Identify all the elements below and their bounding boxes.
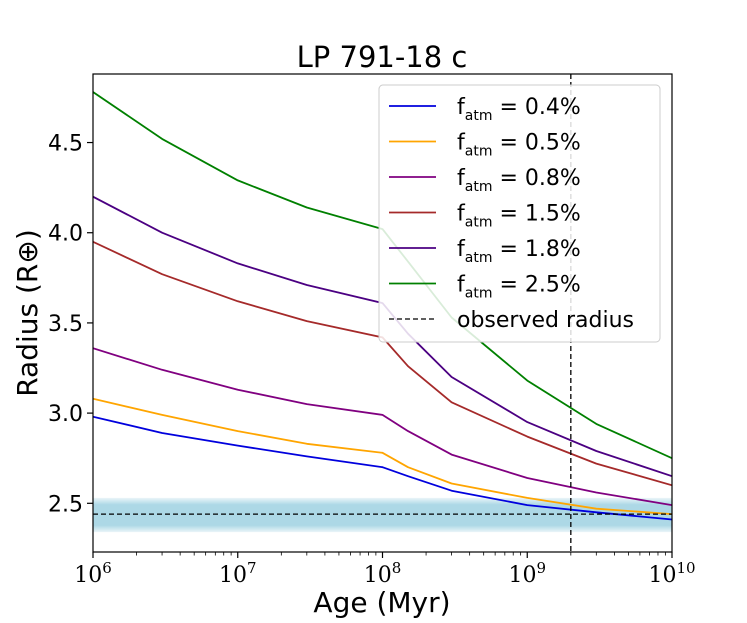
chart-title: LP 791-18 c	[297, 40, 468, 74]
legend-label-4: fatm = 1.5%	[457, 202, 581, 231]
legend-frame	[378, 84, 661, 343]
legend-label-1: fatm = 0.4%	[457, 95, 581, 124]
y-axis-ticks: 2.5 3.0 3.5 4.0 4.5	[48, 132, 93, 517]
x-axis-label: Age (Myr)	[313, 586, 450, 619]
y-tick-label-3: 3.5	[48, 312, 83, 337]
y-tick-label-4: 4.0	[48, 222, 83, 247]
legend-label-3: fatm = 0.8%	[457, 166, 581, 195]
legend-label-2: fatm = 0.5%	[457, 131, 581, 160]
x-tick-label-4: 109	[508, 559, 546, 588]
plot-area	[93, 74, 672, 552]
x-tick-label-1: 106	[74, 559, 112, 588]
y-tick-label-5: 4.5	[48, 132, 83, 157]
series-line-2	[93, 397, 672, 515]
y-axis-label: Radius (R⊕)	[11, 229, 44, 397]
series-line-1	[93, 415, 672, 521]
series-line-3	[93, 347, 672, 506]
series-line-4	[93, 240, 672, 487]
legend: fatm = 0.4% fatm = 0.5% fatm = 0.8% fatm = …	[378, 84, 661, 343]
legend-label-6: fatm = 2.5%	[457, 273, 581, 302]
y-tick-label-2: 3.0	[48, 402, 83, 427]
legend-label-observed: observed radius	[457, 308, 634, 333]
x-axis-ticks: 106 107 108 109 1010	[74, 552, 696, 588]
legend-items: fatm = 0.4% fatm = 0.5% fatm = 0.8% fatm = …	[389, 95, 634, 333]
x-tick-label-3: 108	[364, 559, 402, 588]
y-tick-label-1: 2.5	[48, 492, 83, 517]
legend-label-5: fatm = 1.8%	[457, 237, 581, 266]
x-tick-label-2: 107	[219, 559, 257, 588]
observed-radius-band	[93, 497, 672, 533]
x-tick-label-5: 1010	[648, 559, 695, 588]
